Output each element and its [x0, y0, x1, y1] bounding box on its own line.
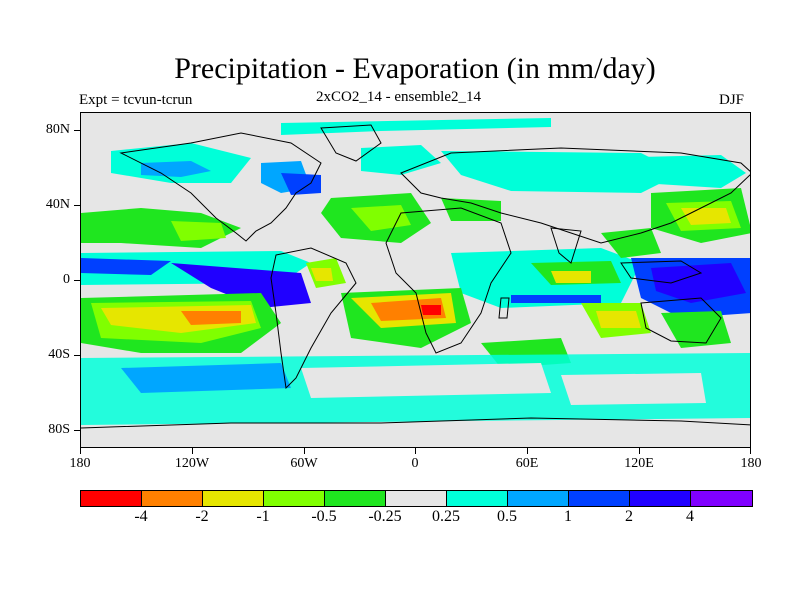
colorbar-level-label: -1: [256, 508, 270, 525]
ytick-label: 40S: [48, 347, 70, 362]
colorbar-level-label: 4: [686, 508, 694, 525]
season-label: DJF: [719, 92, 745, 108]
coast-antarctica: [81, 417, 750, 429]
contour-southern-blue: [121, 363, 291, 393]
ytick-mark: [74, 355, 80, 356]
colorbar-swatch: [142, 491, 203, 506]
ytick-mark: [74, 205, 80, 206]
colorbar-level-label: 0.5: [497, 508, 517, 525]
colorbar-swatch: [203, 491, 264, 506]
colorbar-swatch: [81, 491, 142, 506]
colorbar-swatch: [508, 491, 569, 506]
colorbar-level-label: 0.25: [432, 508, 460, 525]
xtick-mark: [80, 448, 81, 454]
ensemble-label: 2xCO2_14 - ensemble2_14: [316, 89, 481, 105]
xtick-label: 180: [69, 456, 91, 471]
contour-north-pacific-blue: [141, 161, 211, 177]
contour-indian-yellow: [551, 271, 591, 283]
colorbar: [80, 490, 753, 507]
xtick-mark: [527, 448, 528, 454]
contour-saus-yellow: [596, 311, 641, 328]
coast-australia: [640, 297, 722, 344]
contour-north-atlantic-blue: [281, 173, 321, 195]
ytick-mark: [74, 430, 80, 431]
contour-indian-blue: [511, 295, 601, 303]
contour-satl-orange: [371, 298, 446, 321]
contour-warmpool-purple: [651, 263, 746, 303]
colorbar-level-label: -0.25: [368, 508, 402, 525]
xtick-label: 120E: [624, 456, 654, 471]
coast-north-america: [119, 132, 322, 242]
coast-greenland: [320, 124, 382, 162]
xtick-mark: [304, 448, 305, 454]
contour-tasman-green: [661, 311, 731, 348]
map-plot-area: [80, 112, 751, 448]
ytick-mark: [74, 130, 80, 131]
colorbar-level-label: 2: [625, 508, 633, 525]
contour-maritime-green: [601, 228, 661, 258]
contour-north-atlantic-cyan: [361, 145, 441, 175]
colorbar-swatch: [264, 491, 325, 506]
colorbar-swatch: [447, 491, 508, 506]
colorbar-swatch: [691, 491, 752, 506]
colorbar-swatch: [386, 491, 447, 506]
colorbar-level-label: -2: [195, 508, 209, 525]
ytick-label: 0: [63, 272, 70, 287]
xtick-label: 60W: [290, 456, 318, 471]
xtick-label: 60E: [515, 456, 539, 471]
coast-maritime: [620, 260, 703, 284]
colorbar-swatch: [569, 491, 630, 506]
colorbar-swatch: [325, 491, 386, 506]
contour-siberia-cyan: [601, 155, 746, 188]
ytick-mark: [74, 280, 80, 281]
contour-atlantic-lightgreen: [351, 205, 411, 231]
contour-southern-grey-2: [561, 373, 706, 405]
colorbar-level-label: 1: [564, 508, 572, 525]
xtick-mark: [750, 448, 751, 454]
colorbar-level-label: -0.5: [311, 508, 337, 525]
contour-amazon-yellow: [311, 268, 333, 281]
colorbar-swatch: [630, 491, 691, 506]
contour-arctic-cyan: [281, 118, 551, 135]
ytick-label: 80S: [48, 422, 70, 437]
coast-africa: [385, 207, 512, 354]
coast-india: [550, 227, 582, 264]
coast-south-america: [270, 247, 357, 390]
contour-antarctic-grey: [81, 418, 750, 447]
contour-equatorial-blue-3: [191, 273, 291, 298]
coastlines: [81, 124, 750, 429]
coast-europe-asia: [400, 147, 750, 244]
xtick-label: 180: [740, 456, 762, 471]
colorbar-level-label: -4: [134, 508, 148, 525]
contour-spac-orange: [181, 311, 241, 325]
map-field: [81, 118, 750, 447]
xtick-mark: [639, 448, 640, 454]
chart-title: Precipitation - Evaporation (in mm/day): [174, 52, 656, 85]
contour-southern-grey-1: [301, 363, 551, 398]
xtick-mark: [192, 448, 193, 454]
contour-equatorial-blue-1: [81, 258, 171, 275]
xtick-mark: [415, 448, 416, 454]
ytick-label: 80N: [45, 122, 70, 137]
contour-satl-red: [421, 305, 441, 315]
ytick-label: 40N: [45, 197, 70, 212]
contour-pacific-yellowgreen: [171, 221, 226, 241]
xtick-label: 120W: [174, 456, 210, 471]
xtick-label: 0: [411, 456, 419, 471]
experiment-label: Expt = tcvun-tcrun: [79, 92, 193, 108]
contour-europe-green: [441, 198, 501, 221]
coast-madagascar: [498, 297, 510, 319]
